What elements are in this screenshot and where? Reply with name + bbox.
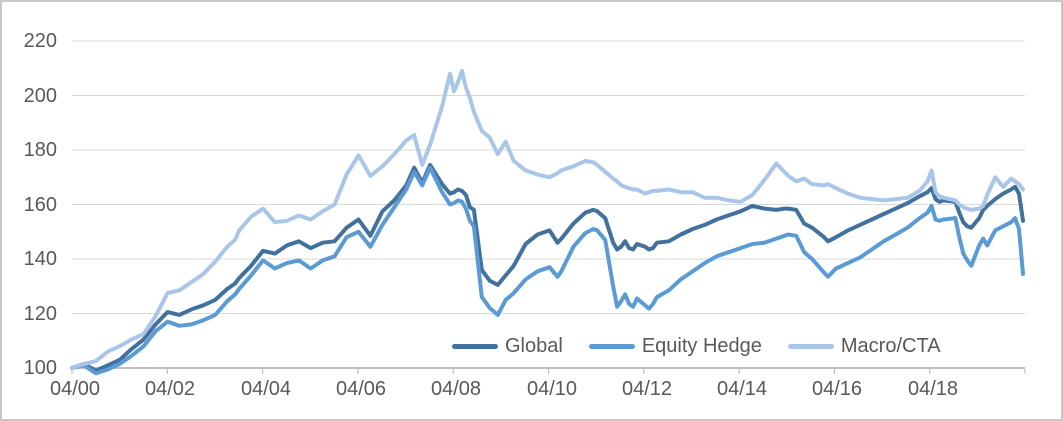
legend-swatch-equity-hedge (588, 343, 635, 349)
legend-label-equity-hedge: Equity Hedge (641, 335, 762, 357)
series-line-macro-cta (70, 69, 1025, 370)
x-axis-label: 04/14 (716, 378, 768, 400)
series-line-equity-hedge (70, 165, 1025, 376)
x-axis-label: 04/16 (811, 378, 863, 400)
legend-label-macro-cta: Macro/CTA (840, 335, 941, 357)
y-axis-label: 140 (23, 248, 57, 270)
x-axis-label: 04/08 (430, 378, 482, 400)
series-line-global (70, 163, 1025, 373)
legend-swatch-macro-cta (787, 343, 834, 349)
x-axis-label: 04/12 (621, 378, 673, 400)
x-axis-label: 04/00 (49, 378, 101, 400)
legend-swatch-global (452, 343, 498, 349)
y-axis-label: 220 (23, 30, 57, 52)
y-axis-label: 180 (23, 139, 57, 161)
legend-item-global: Global (452, 335, 563, 357)
y-axis-label: 200 (23, 85, 57, 107)
x-axis-label: 04/02 (144, 378, 196, 400)
y-axis-label: 120 (23, 303, 57, 325)
legend-item-equity-hedge: Equity Hedge (588, 335, 762, 357)
x-axis-label: 04/18 (907, 378, 959, 400)
chart-legend: Global Equity Hedge Macro/CTA (452, 335, 941, 357)
legend-label-global: Global (505, 335, 563, 357)
y-axis-label: 160 (23, 194, 57, 216)
x-axis-label: 04/04 (240, 378, 292, 400)
x-axis-label: 04/10 (526, 378, 578, 400)
y-axis-label: 100 (23, 357, 57, 379)
x-axis-label: 04/06 (335, 378, 387, 400)
legend-item-macro-cta: Macro/CTA (787, 335, 941, 357)
